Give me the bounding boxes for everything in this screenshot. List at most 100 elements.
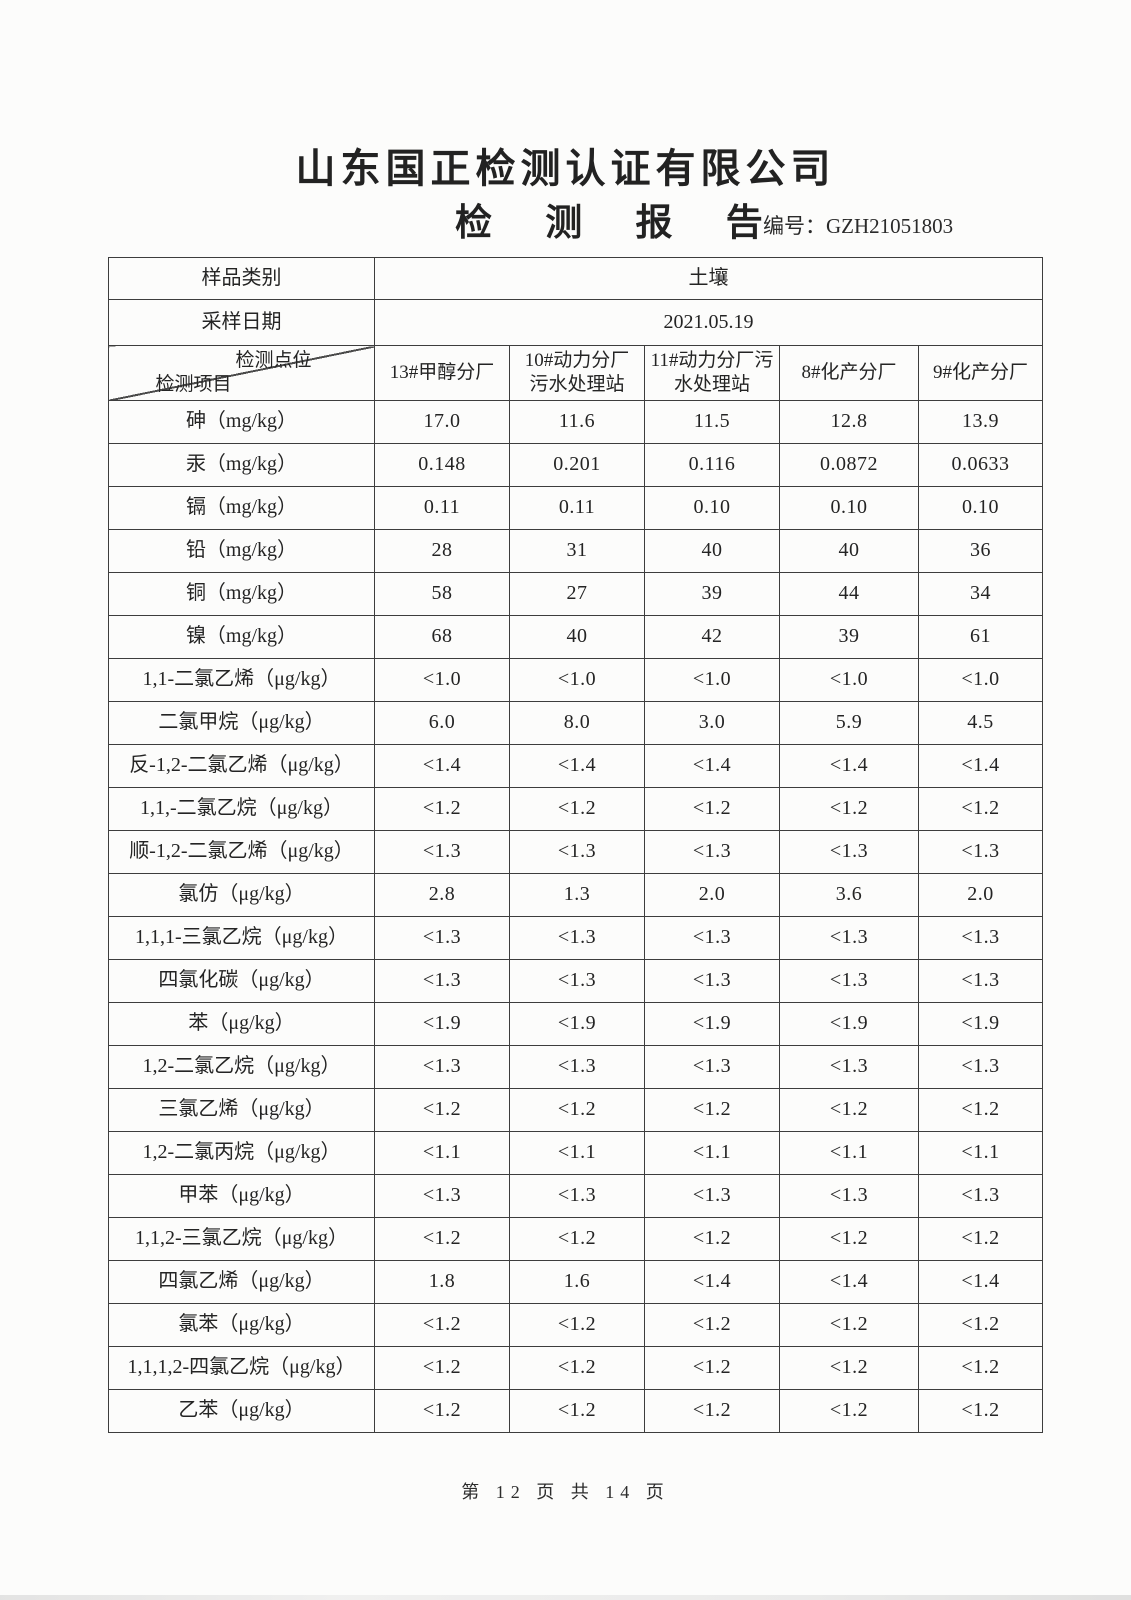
value-cell: 0.10 xyxy=(779,485,919,530)
value-cell: <1.0 xyxy=(918,657,1043,702)
value-cell: <1.2 xyxy=(918,1087,1043,1132)
report-title: 检 测 报 告 xyxy=(455,203,785,244)
table-row: 二氯甲烷（μg/kg） 6.0 8.0 3.0 5.9 4.5 xyxy=(108,700,1043,745)
value-cell: <1.2 xyxy=(509,1388,645,1433)
table-row: 氯仿（μg/kg） 2.8 1.3 2.0 3.6 2.0 xyxy=(108,872,1043,917)
value-cell: <1.2 xyxy=(509,1302,645,1347)
value-cell: 39 xyxy=(644,571,780,616)
value-cell: <1.3 xyxy=(644,915,780,960)
value-cell: <1.3 xyxy=(644,829,780,874)
value-cell: <1.2 xyxy=(779,1345,919,1390)
value-cell: <1.3 xyxy=(779,958,919,1003)
item-label: 氯苯（μg/kg） xyxy=(108,1302,375,1347)
value-cell: <1.2 xyxy=(644,1388,780,1433)
value-cell: <1.9 xyxy=(374,1001,510,1046)
value-cell: <1.0 xyxy=(644,657,780,702)
value-cell: 40 xyxy=(779,528,919,573)
value-cell: 3.0 xyxy=(644,700,780,745)
corner-label-items: 检测项目 xyxy=(155,373,232,395)
table-row: 反-1,2-二氯乙烯（μg/kg） <1.4 <1.4 <1.4 <1.4 <1.4 xyxy=(108,743,1043,788)
value-cell: 6.0 xyxy=(374,700,510,745)
table-row: 1,1,1,2-四氯乙烷（μg/kg） <1.2 <1.2 <1.2 <1.2 <1.2 xyxy=(108,1345,1043,1390)
table-row: 汞（mg/kg） 0.148 0.201 0.116 0.0872 0.0633 xyxy=(108,442,1043,487)
table-row: 镉（mg/kg） 0.11 0.11 0.10 0.10 0.10 xyxy=(108,485,1043,530)
value-cell: 2.0 xyxy=(918,872,1043,917)
value-cell: <1.3 xyxy=(918,915,1043,960)
value-cell: <1.3 xyxy=(918,958,1043,1003)
value-cell: <1.2 xyxy=(644,1302,780,1347)
value-cell: <1.2 xyxy=(374,1087,510,1132)
item-label: 1,2-二氯丙烷（μg/kg） xyxy=(108,1130,375,1175)
table-row: 砷（mg/kg） 17.0 11.6 11.5 12.8 13.9 xyxy=(108,399,1043,444)
value-cell: 0.0872 xyxy=(779,442,919,487)
value-cell: <1.2 xyxy=(374,1302,510,1347)
column-header-5: 9#化产分厂 xyxy=(918,345,1043,401)
value-cell: <1.9 xyxy=(509,1001,645,1046)
results-table: 样品类别 土壤 采样日期 2021.05.19 检测点位 检测项目 13#甲醇分… xyxy=(108,257,1043,1433)
value-cell: <1.2 xyxy=(509,1087,645,1132)
value-cell: <1.3 xyxy=(779,1173,919,1218)
item-label: 汞（mg/kg） xyxy=(108,442,375,487)
value-cell: <1.3 xyxy=(374,958,510,1003)
report-title-row: 检 测 报 告 编号：GZH21051803 xyxy=(0,192,1131,244)
value-cell: <1.1 xyxy=(374,1130,510,1175)
column-header-3: 11#动力分厂污 水处理站 xyxy=(644,345,780,401)
value-cell: <1.4 xyxy=(918,743,1043,788)
item-label: 苯（μg/kg） xyxy=(108,1001,375,1046)
item-label: 镍（mg/kg） xyxy=(108,614,375,659)
value-cell: <1.3 xyxy=(644,1173,780,1218)
column-header-4: 8#化产分厂 xyxy=(779,345,919,401)
value-cell: 0.201 xyxy=(509,442,645,487)
value-cell: 0.0633 xyxy=(918,442,1043,487)
value-cell: <1.3 xyxy=(374,915,510,960)
sampling-date-label: 采样日期 xyxy=(108,299,375,346)
table-row: 1,1,1-三氯乙烷（μg/kg） <1.3 <1.3 <1.3 <1.3 <1.3 xyxy=(108,915,1043,960)
sample-type-value: 土壤 xyxy=(374,257,1043,300)
table-row: 镍（mg/kg） 68 40 42 39 61 xyxy=(108,614,1043,659)
value-cell: <1.3 xyxy=(374,829,510,874)
value-cell: <1.2 xyxy=(374,786,510,831)
value-cell: 28 xyxy=(374,528,510,573)
item-label: 铜（mg/kg） xyxy=(108,571,375,616)
value-cell: 0.11 xyxy=(374,485,510,530)
value-cell: <1.3 xyxy=(779,1044,919,1089)
value-cell: <1.2 xyxy=(509,1216,645,1261)
value-cell: <1.9 xyxy=(779,1001,919,1046)
value-cell: <1.2 xyxy=(374,1388,510,1433)
value-cell: 34 xyxy=(918,571,1043,616)
item-label: 二氯甲烷（μg/kg） xyxy=(108,700,375,745)
value-cell: 58 xyxy=(374,571,510,616)
value-cell: 44 xyxy=(779,571,919,616)
value-cell: <1.3 xyxy=(918,1173,1043,1218)
value-cell: <1.0 xyxy=(779,657,919,702)
value-cell: <1.4 xyxy=(779,743,919,788)
value-cell: <1.2 xyxy=(918,786,1043,831)
table-row: 1,1,-二氯乙烷（μg/kg） <1.2 <1.2 <1.2 <1.2 <1.2 xyxy=(108,786,1043,831)
report-number: 编号：GZH21051803 xyxy=(763,214,954,238)
value-cell: <1.3 xyxy=(779,915,919,960)
value-cell: <1.2 xyxy=(644,786,780,831)
item-label: 1,1,1,2-四氯乙烷（μg/kg） xyxy=(108,1345,375,1390)
table-row: 四氯化碳（μg/kg） <1.3 <1.3 <1.3 <1.3 <1.3 xyxy=(108,958,1043,1003)
value-cell: 0.10 xyxy=(918,485,1043,530)
value-cell: 11.5 xyxy=(644,399,780,444)
item-label: 四氯乙烯（μg/kg） xyxy=(108,1259,375,1304)
value-cell: <1.2 xyxy=(644,1345,780,1390)
value-cell: <1.3 xyxy=(644,958,780,1003)
value-cell: <1.2 xyxy=(779,1388,919,1433)
item-label: 镉（mg/kg） xyxy=(108,485,375,530)
column-header-2: 10#动力分厂 污水处理站 xyxy=(509,345,645,401)
value-cell: <1.4 xyxy=(644,1259,780,1304)
value-cell: <1.3 xyxy=(779,829,919,874)
table-row: 甲苯（μg/kg） <1.3 <1.3 <1.3 <1.3 <1.3 xyxy=(108,1173,1043,1218)
value-cell: 13.9 xyxy=(918,399,1043,444)
sampling-date-value: 2021.05.19 xyxy=(374,299,1043,346)
value-cell: <1.4 xyxy=(509,743,645,788)
value-cell: <1.3 xyxy=(644,1044,780,1089)
sampling-date-row: 采样日期 2021.05.19 xyxy=(108,299,1043,346)
value-cell: <1.4 xyxy=(374,743,510,788)
value-cell: <1.3 xyxy=(509,1044,645,1089)
item-label: 甲苯（μg/kg） xyxy=(108,1173,375,1218)
table-row: 1,1,2-三氯乙烷（μg/kg） <1.2 <1.2 <1.2 <1.2 <1.2 xyxy=(108,1216,1043,1261)
